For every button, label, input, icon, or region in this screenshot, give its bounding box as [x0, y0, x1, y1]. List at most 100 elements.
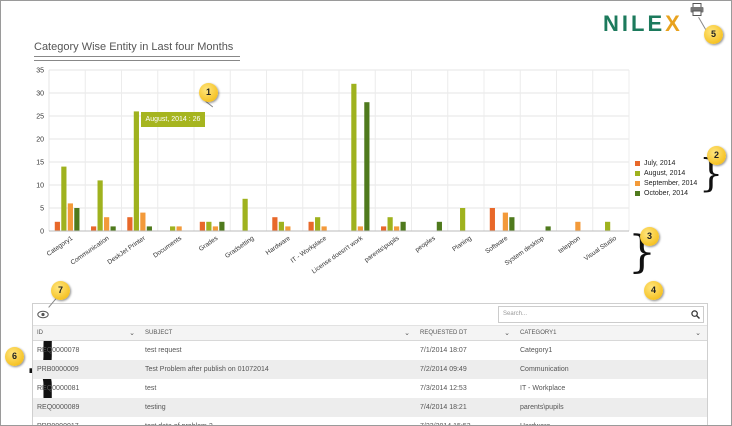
bar[interactable] [199, 221, 205, 231]
bar[interactable] [219, 221, 225, 231]
title-underline [34, 56, 240, 61]
bar[interactable] [285, 226, 291, 231]
bar[interactable] [54, 221, 60, 231]
grid-toolbar: Search... [33, 304, 707, 326]
cell-subject: test data of problem 2 [141, 417, 416, 425]
chevron-down-icon[interactable]: ⌄ [504, 330, 510, 337]
bar[interactable] [315, 217, 321, 231]
bar[interactable] [357, 226, 363, 231]
table-row[interactable]: PRB0000009 Test Problem after publish on… [33, 360, 707, 379]
cell-subject: test request [145, 347, 182, 354]
legend-swatch [635, 170, 640, 176]
bar[interactable] [272, 217, 278, 231]
bar[interactable] [509, 217, 515, 231]
legend-item[interactable]: September, 2014 [635, 179, 697, 189]
search-input[interactable]: Search... [498, 306, 704, 323]
callout-badge-4: 4 [644, 281, 663, 300]
legend-item[interactable]: August, 2014 [635, 169, 697, 179]
bar[interactable] [176, 226, 182, 231]
cell-category: Communication [516, 360, 707, 379]
bar[interactable] [170, 226, 176, 231]
x-tick-label: DeskJet Printer [106, 234, 147, 266]
bar[interactable] [110, 226, 116, 231]
legend-label: August, 2014 [644, 170, 686, 177]
bar[interactable] [436, 221, 442, 231]
bar[interactable] [97, 180, 103, 231]
column-header-id[interactable]: ID ⌄ [33, 326, 141, 341]
legend-item[interactable]: October, 2014 [635, 189, 697, 199]
bar[interactable] [387, 217, 393, 231]
column-header-subject[interactable]: SUBJECT ⌄ [141, 326, 416, 341]
cell-id: REQ0000078 [37, 347, 80, 354]
bar[interactable] [67, 203, 73, 231]
chevron-down-icon[interactable]: ⌄ [404, 330, 410, 337]
eye-icon[interactable] [37, 309, 49, 320]
bar[interactable] [394, 226, 400, 231]
callout-badge-3: 3 [640, 227, 659, 246]
legend-item[interactable]: July, 2014 [635, 159, 697, 169]
bar[interactable] [308, 221, 314, 231]
column-header-category1[interactable]: CATEGORY1 ⌄ [516, 326, 707, 341]
bar[interactable] [460, 208, 466, 231]
bar[interactable] [61, 166, 67, 231]
table-row[interactable]: REQ0000089 testing 7/4/2014 18:21 parent… [33, 398, 707, 417]
callout-badge-6: 6 [5, 347, 24, 366]
cell-requested-dt: 7/4/2014 18:21 [416, 398, 516, 417]
cell-id: PRB0000017 [33, 417, 141, 425]
bar[interactable] [127, 217, 133, 231]
bar[interactable] [74, 208, 80, 231]
cell-requested-dt: 7/2/2014 09:49 [416, 360, 516, 379]
bar[interactable] [91, 226, 97, 231]
bar[interactable] [140, 212, 146, 231]
bar[interactable] [146, 226, 152, 231]
table-row[interactable]: REQ0000081 test 7/3/2014 12:53 IT - Work… [33, 379, 707, 398]
table-row[interactable]: PRB0000017 test data of problem 2 7/23/2… [33, 417, 707, 425]
cell-requested-dt: 7/23/2014 15:53 [416, 417, 516, 425]
cell-subject: Test Problem after publish on 01072014 [141, 360, 416, 379]
bar[interactable] [381, 226, 387, 231]
grid-table: ID ⌄ SUBJECT ⌄ REQUESTED DT ⌄ CATEGORY1 ⌄ RE… [33, 326, 707, 425]
cell-category: IT - Workplace [520, 385, 566, 392]
print-icon[interactable] [690, 3, 704, 16]
bar[interactable] [321, 226, 327, 231]
callout-badge-2: 2 [707, 146, 726, 165]
cell-subject: testing [141, 398, 416, 417]
callout-badge-1: 1 [199, 83, 218, 102]
bar[interactable] [133, 111, 139, 231]
chevron-down-icon[interactable]: ⌄ [129, 330, 135, 337]
column-header-requested-dt[interactable]: REQUESTED DT ⌄ [416, 326, 516, 341]
search-placeholder: Search... [503, 311, 528, 317]
y-tick-label: 10 [36, 183, 44, 190]
nilex-logo: NILEX [603, 11, 683, 36]
x-tick-label: peoples [414, 234, 437, 253]
table-row[interactable]: REQ0000078 test request 7/1/2014 18:07 C… [33, 341, 707, 361]
cell-requested-dt: 7/1/2014 18:07 [420, 347, 467, 354]
search-icon[interactable] [691, 310, 700, 319]
x-tick-label: Category1 [46, 235, 75, 258]
bar[interactable] [212, 226, 218, 231]
bar[interactable] [545, 226, 551, 231]
x-tick-label: Communication [70, 235, 111, 267]
bar[interactable] [502, 212, 508, 231]
bar[interactable] [104, 217, 110, 231]
chart-legend: July, 2014 August, 2014 September, 2014 Oct… [635, 159, 697, 199]
bar-chart: 0 5 10 15 20 25 30 35 Category1CommunicationDesk… [36, 68, 630, 275]
cell-category: Hardware [516, 417, 707, 425]
legend-label: July, 2014 [644, 160, 676, 167]
bar[interactable] [364, 102, 370, 231]
x-tick-label: Planing [451, 235, 473, 253]
bar[interactable] [489, 208, 495, 231]
bar[interactable] [242, 198, 248, 231]
bar[interactable] [605, 221, 611, 231]
bar[interactable] [206, 221, 212, 231]
x-tick-label: Documents [152, 234, 184, 259]
bar[interactable] [575, 221, 581, 231]
cell-requested-dt: 7/3/2014 12:53 [420, 385, 467, 392]
cell-subject: test [145, 385, 157, 392]
bar[interactable] [278, 221, 284, 231]
bar[interactable] [400, 221, 406, 231]
chevron-down-icon[interactable]: ⌄ [695, 330, 701, 337]
bar[interactable] [351, 83, 357, 231]
cell-id: REQ0000081 [37, 385, 80, 392]
